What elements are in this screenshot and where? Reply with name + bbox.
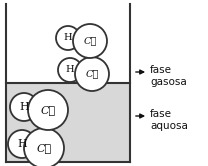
Text: Cℓ: Cℓ xyxy=(85,70,99,79)
Circle shape xyxy=(8,130,36,158)
Text: fase
aquosa: fase aquosa xyxy=(150,109,188,131)
Circle shape xyxy=(58,58,82,82)
Circle shape xyxy=(10,93,38,121)
Text: Cℓ: Cℓ xyxy=(36,143,52,153)
Text: H: H xyxy=(66,66,74,75)
Circle shape xyxy=(24,128,64,166)
Circle shape xyxy=(28,90,68,130)
Text: H: H xyxy=(19,102,29,112)
Text: Cℓ: Cℓ xyxy=(83,37,97,45)
Bar xyxy=(6,83,130,162)
Text: fase
gasosa: fase gasosa xyxy=(150,65,187,87)
Text: Cℓ: Cℓ xyxy=(40,105,56,115)
Text: H: H xyxy=(64,34,72,42)
Circle shape xyxy=(56,26,80,50)
Text: H: H xyxy=(17,139,27,149)
Circle shape xyxy=(75,57,109,91)
Circle shape xyxy=(73,24,107,58)
